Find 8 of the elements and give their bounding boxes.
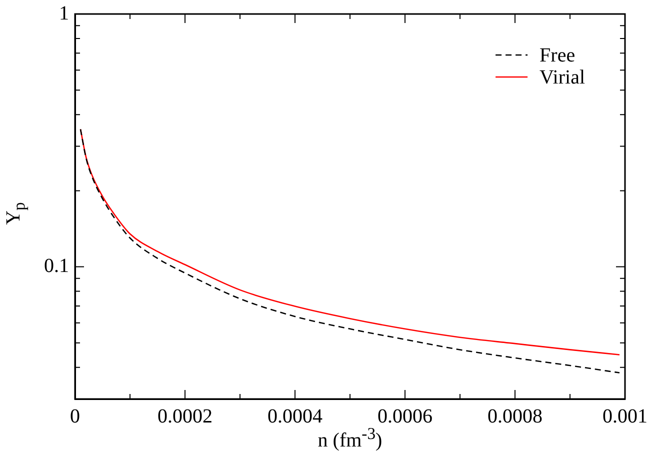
y-tick-label: 0.1 xyxy=(44,255,69,278)
x-tick-label: 0 xyxy=(70,405,80,428)
y-tick-label: 1 xyxy=(59,2,69,24)
legend-label: Free xyxy=(540,44,576,66)
x-tick-label: 0.0008 xyxy=(488,405,542,428)
x-tick-label: 0.001 xyxy=(602,405,648,428)
x-tick-label: 0.0002 xyxy=(158,405,212,428)
legend-label: Virial xyxy=(540,66,586,88)
